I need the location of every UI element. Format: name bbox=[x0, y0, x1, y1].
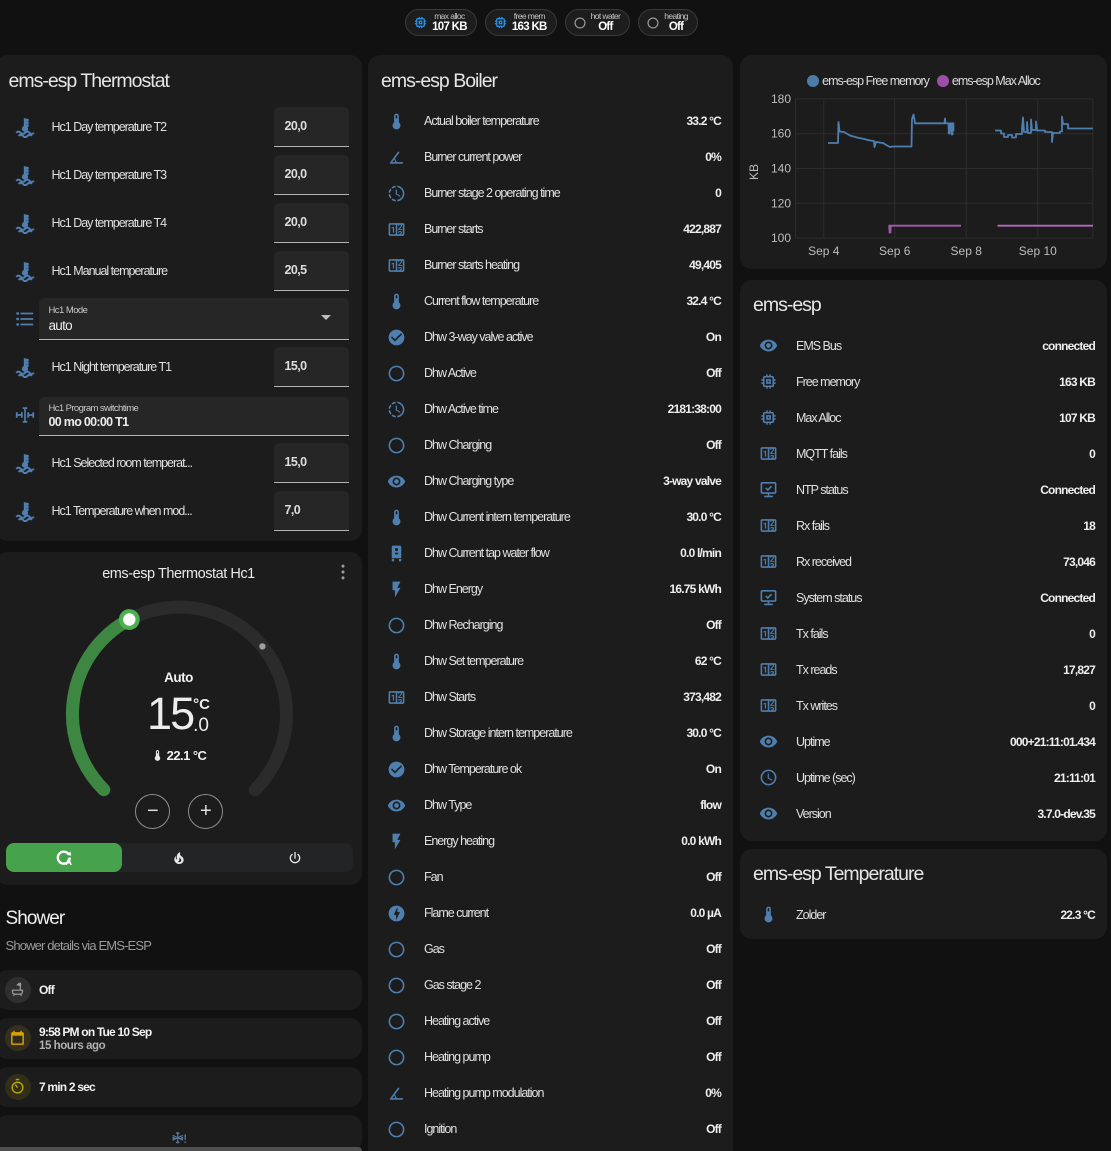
svg-text:180: 180 bbox=[771, 92, 791, 106]
svg-text:KB: KB bbox=[747, 164, 761, 180]
svg-text:160: 160 bbox=[771, 127, 791, 141]
svg-text:Sep 10: Sep 10 bbox=[1019, 244, 1057, 258]
svg-text:120: 120 bbox=[771, 196, 791, 210]
svg-text:Sep 8: Sep 8 bbox=[951, 244, 983, 258]
svg-text:Sep 4: Sep 4 bbox=[808, 244, 840, 258]
svg-text:Sep 6: Sep 6 bbox=[879, 244, 911, 258]
svg-text:140: 140 bbox=[771, 162, 791, 176]
svg-text:100: 100 bbox=[771, 231, 791, 245]
svg-text:A: A bbox=[66, 857, 73, 866]
